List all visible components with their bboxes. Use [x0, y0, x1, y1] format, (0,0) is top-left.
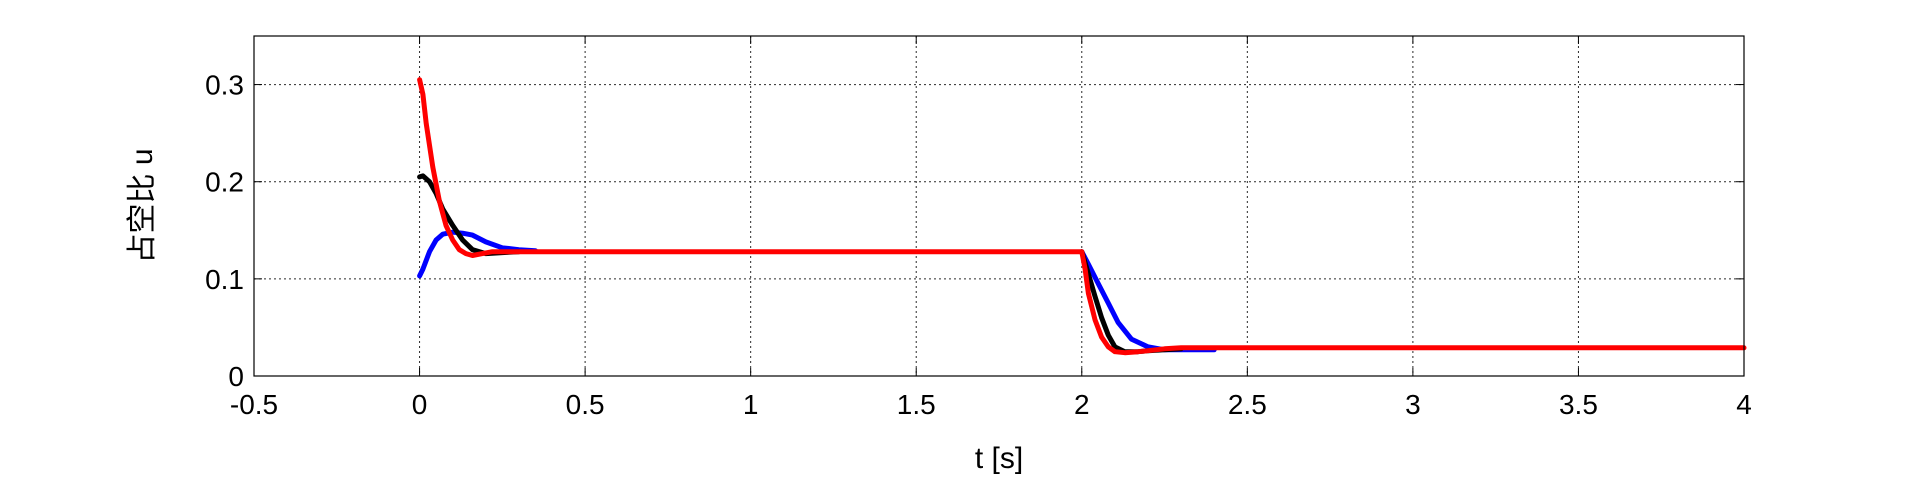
x-tick-label: 1.5	[897, 389, 936, 420]
y-tick-label: 0.1	[205, 264, 244, 295]
y-tick-label: 0.2	[205, 167, 244, 198]
series-line-3	[417, 77, 1747, 356]
x-tick-label: 1	[743, 389, 759, 420]
data-series	[417, 77, 1747, 356]
y-tick-label: 0	[228, 361, 244, 392]
x-tick-label: 3.5	[1559, 389, 1598, 420]
x-tick-label: 3	[1405, 389, 1421, 420]
x-tick-labels: -0.5 0 0.5 1 1.5 2 2.5 3 3.5 4	[230, 389, 1752, 420]
axis-ticks	[253, 36, 1745, 377]
x-tick-label: 2.5	[1228, 389, 1267, 420]
x-tick-label: 4	[1736, 389, 1752, 420]
y-axis-label: 占空比 u	[126, 148, 159, 263]
grid-lines	[254, 36, 1744, 376]
x-axis-label: t [s]	[975, 442, 1023, 475]
x-tick-label: 2	[1074, 389, 1090, 420]
y-tick-label: 0.3	[205, 70, 244, 101]
x-tick-label: 0	[412, 389, 428, 420]
plot-frame	[253, 35, 1745, 377]
y-tick-labels: 0 0.1 0.2 0.3	[205, 70, 244, 392]
plot-area	[254, 36, 1744, 376]
x-tick-label: -0.5	[230, 389, 278, 420]
x-tick-label: 0.5	[566, 389, 605, 420]
